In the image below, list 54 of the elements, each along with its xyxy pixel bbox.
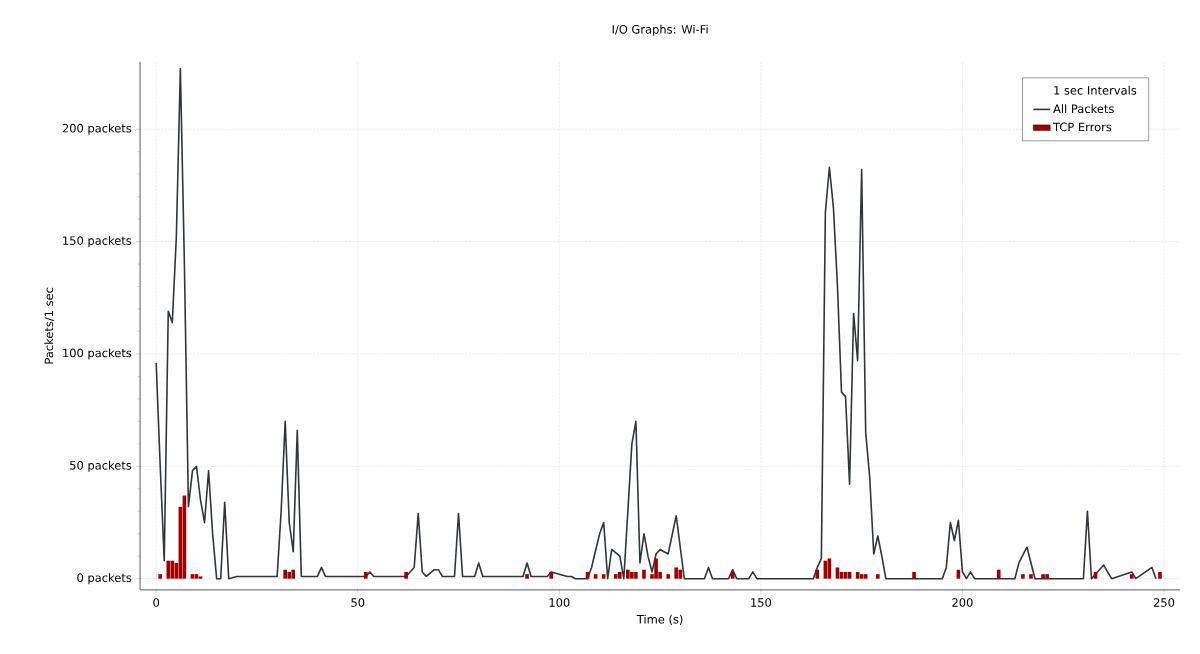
bar	[630, 571, 634, 579]
x-tick-label: 150	[751, 598, 772, 607]
bar	[1158, 571, 1162, 579]
bar	[1029, 574, 1033, 579]
bar	[654, 558, 658, 579]
y-tick-label: 100 packets	[63, 348, 132, 360]
bar	[642, 569, 646, 579]
x-tick-label: 250	[1153, 598, 1175, 607]
bar	[617, 571, 622, 579]
bar	[859, 574, 864, 579]
bar	[674, 567, 679, 579]
bar	[593, 574, 598, 579]
bar	[601, 574, 606, 579]
x-tick-label: 200	[952, 598, 973, 607]
chart-title: I/O Graphs: Wi-Fi	[612, 24, 708, 36]
bar	[190, 574, 195, 579]
bar	[1041, 574, 1045, 579]
legend-label: TCP Errors	[1053, 122, 1112, 132]
bar	[875, 574, 880, 579]
bar	[166, 560, 171, 579]
bar	[863, 574, 868, 579]
bar	[283, 569, 287, 579]
legend-title: 1 sec Intervals	[1054, 85, 1137, 95]
y-tick-label: 0 packets	[77, 573, 132, 585]
bar	[287, 571, 292, 579]
bar	[634, 571, 638, 579]
legend-label: All Packets	[1053, 104, 1114, 114]
bar	[678, 569, 683, 579]
x-axis-title: Time (s)	[636, 614, 683, 625]
bar	[363, 571, 368, 579]
bar	[170, 560, 175, 579]
bar	[996, 569, 1001, 579]
bar	[549, 571, 554, 579]
y-tick-label: 150 packets	[63, 236, 132, 248]
bar	[404, 571, 408, 579]
x-tick-label: 50	[351, 598, 365, 607]
bar	[1045, 574, 1049, 579]
x-tick-label: 100	[549, 598, 570, 607]
bar	[1021, 574, 1025, 579]
bar	[1129, 574, 1134, 579]
y-tick-label: 50 packets	[70, 460, 132, 472]
x-tick-label: 0	[153, 598, 160, 607]
bar	[158, 574, 163, 579]
bar	[194, 574, 199, 579]
y-tick-label: 200 packets	[62, 123, 132, 135]
bar	[613, 574, 618, 579]
line-series	[155, 67, 1157, 580]
bar	[626, 569, 630, 579]
y-axis-title: Packets/1 sec	[44, 287, 55, 364]
bar	[912, 571, 916, 579]
bar	[198, 576, 203, 579]
bar	[525, 574, 529, 579]
bar	[291, 569, 296, 579]
bar	[666, 574, 670, 579]
